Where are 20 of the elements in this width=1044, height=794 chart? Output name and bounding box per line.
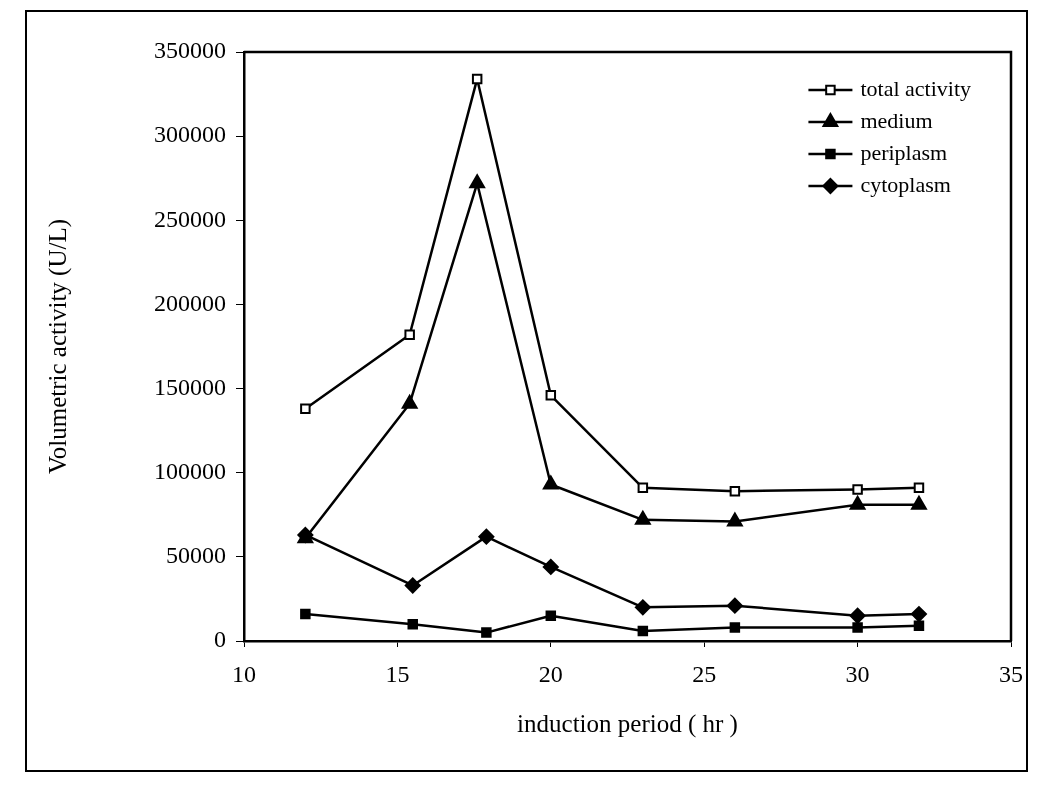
legend-label: cytoplasm: [860, 171, 951, 197]
x-tick-label: 30: [845, 660, 870, 687]
x-tick-label: 25: [692, 660, 717, 687]
legend-label: periplasm: [860, 139, 948, 165]
x-tick-label: 15: [385, 660, 410, 687]
y-tick-label: 250000: [154, 205, 226, 232]
y-axis-title: Volumetric activity (U/L): [43, 218, 72, 475]
y-tick-label: 50000: [166, 542, 226, 569]
y-tick-label: 0: [214, 626, 226, 653]
x-axis-title: induction period ( hr ): [517, 709, 738, 738]
y-tick-label: 350000: [154, 37, 226, 64]
x-tick-label: 20: [538, 660, 563, 687]
y-tick-label: 100000: [154, 458, 226, 485]
y-tick-label: 200000: [154, 289, 226, 316]
legend-label: total activity: [860, 75, 972, 101]
y-tick-label: 150000: [154, 373, 226, 400]
legend-label: medium: [860, 107, 933, 133]
x-tick-label: 35: [999, 660, 1023, 687]
x-tick-label: 10: [232, 660, 256, 687]
y-tick-label: 300000: [154, 121, 226, 148]
